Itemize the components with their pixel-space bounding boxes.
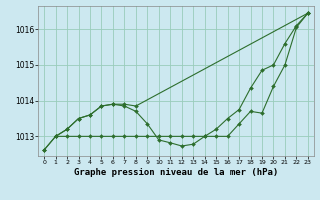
X-axis label: Graphe pression niveau de la mer (hPa): Graphe pression niveau de la mer (hPa) — [74, 168, 278, 177]
